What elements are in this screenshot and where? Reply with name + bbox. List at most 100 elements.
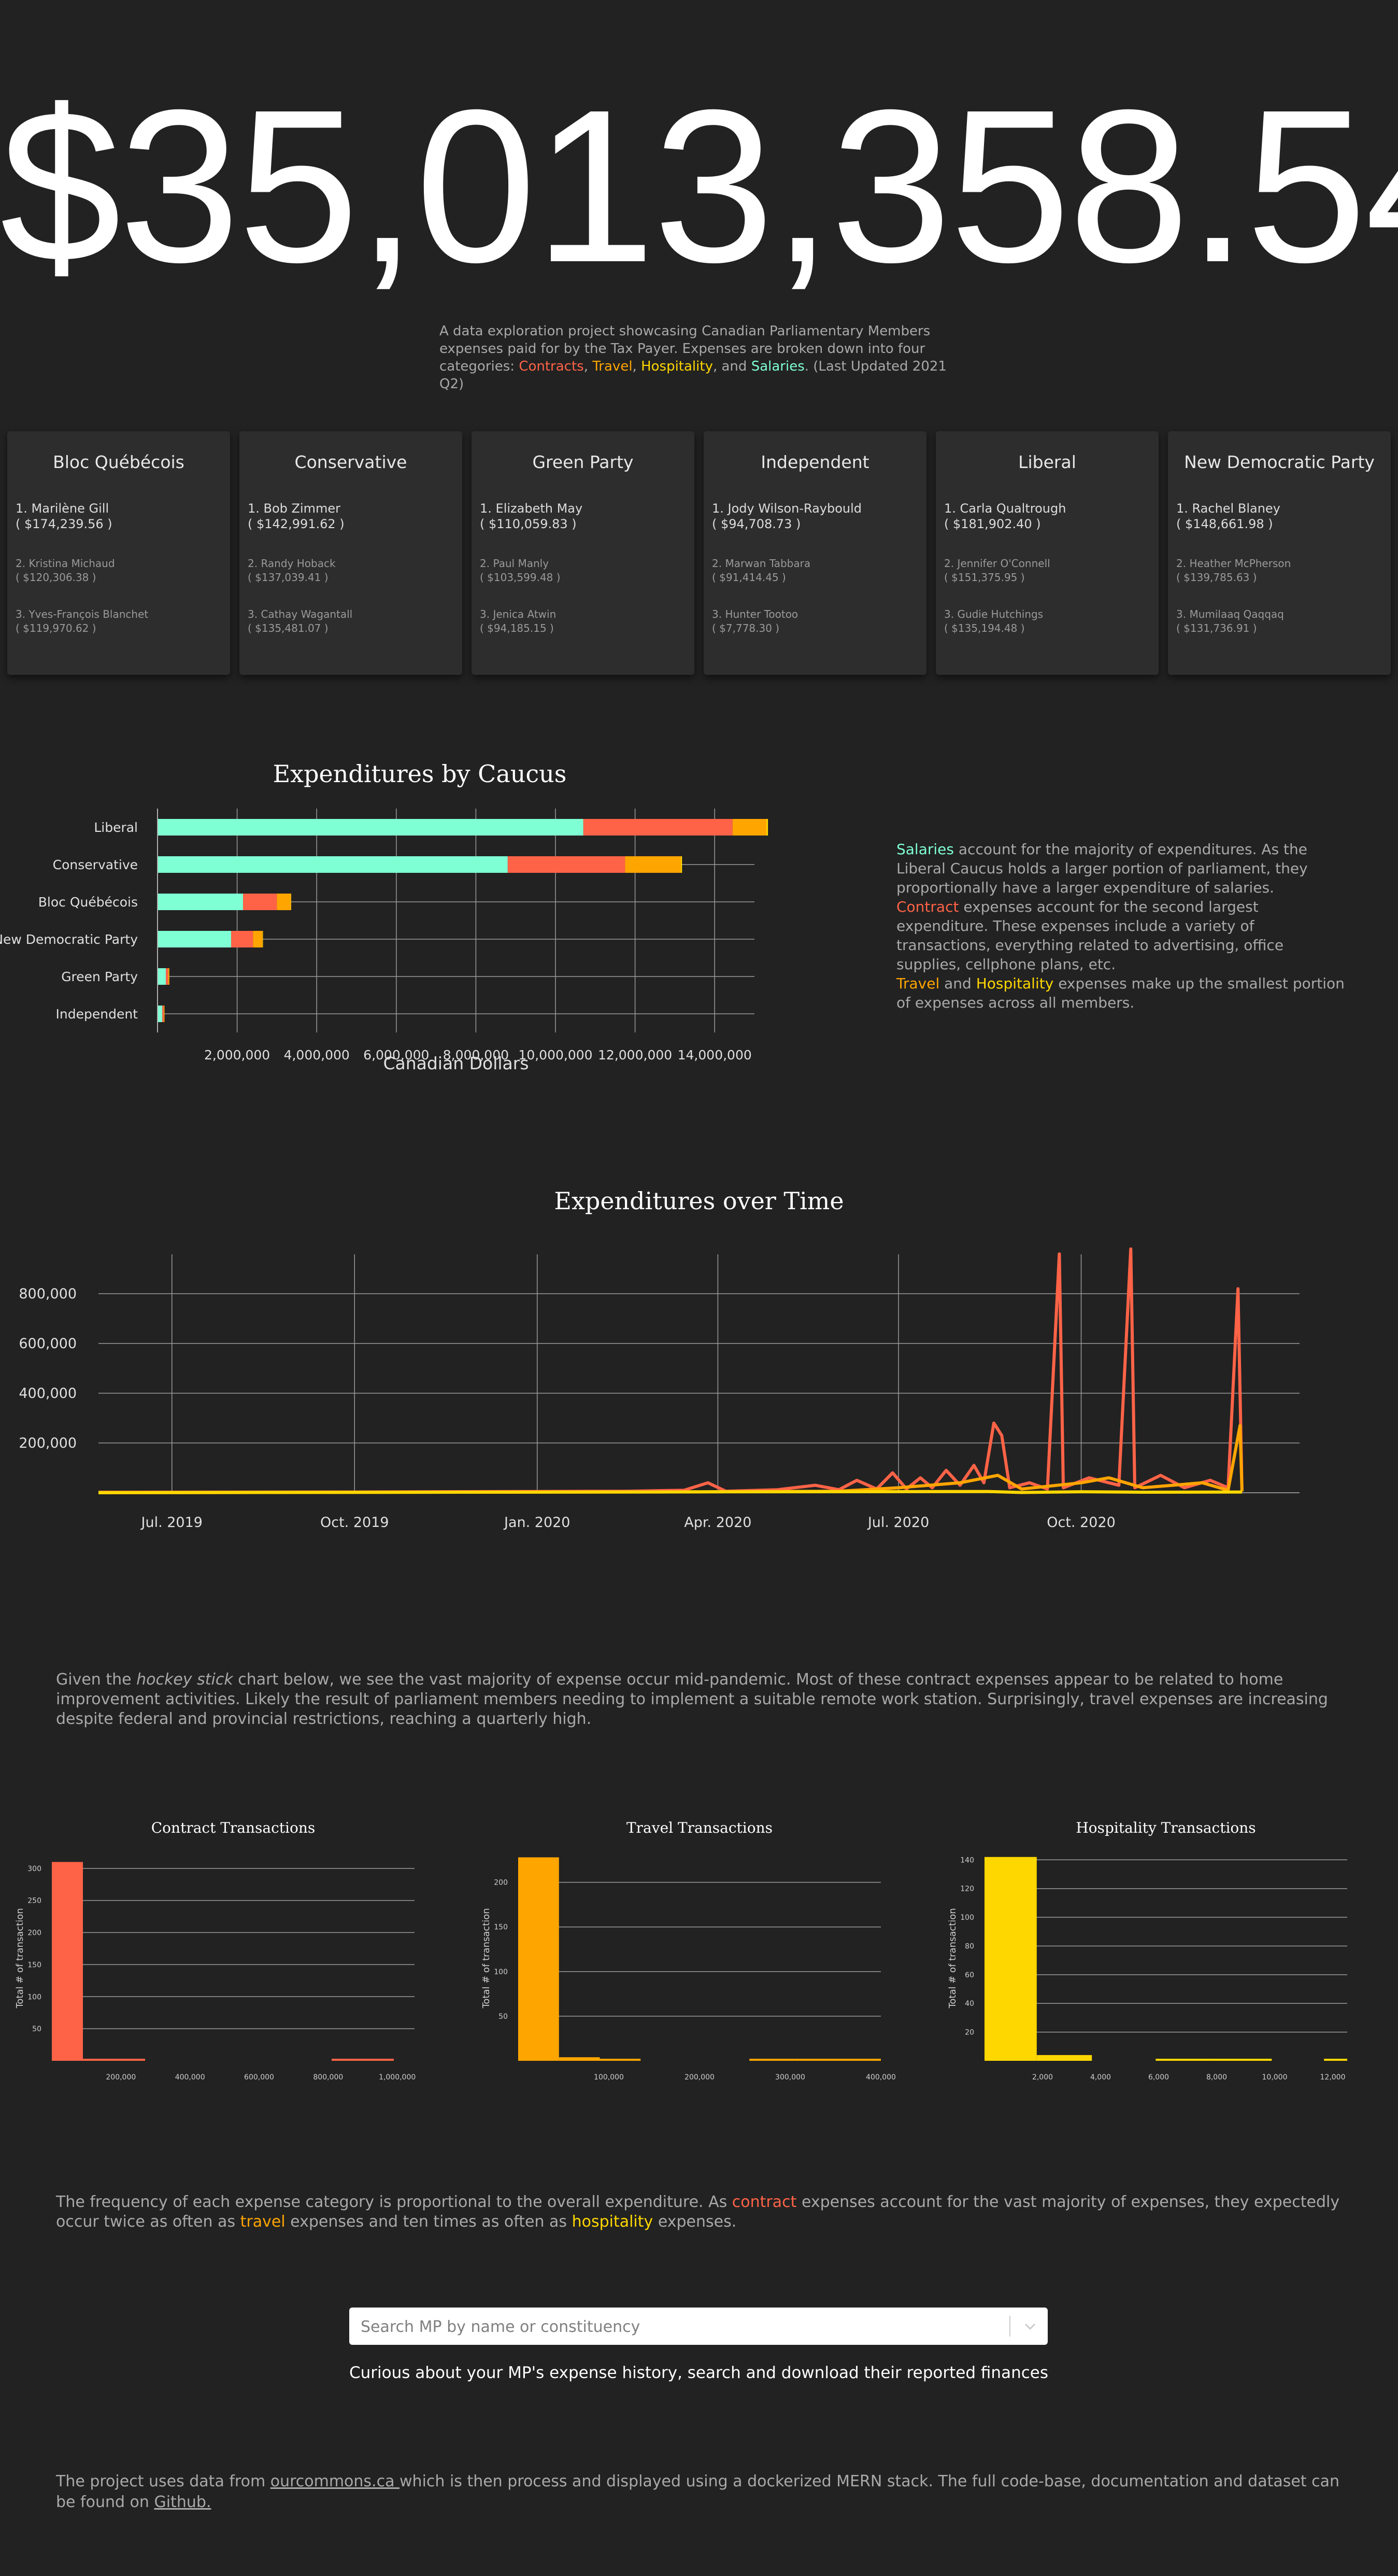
x-tick-label: 400,000 bbox=[175, 2073, 205, 2082]
explanation-text: expenses make up the smallest portion of… bbox=[896, 975, 1345, 1011]
intro-sep: , and bbox=[712, 359, 751, 374]
frequency-paragraph: The frequency of each expense category i… bbox=[56, 2192, 1341, 2232]
x-tick-label: 4,000 bbox=[1090, 2073, 1111, 2082]
histogram-bar bbox=[794, 2059, 836, 2061]
bar-segment-salaries bbox=[158, 1006, 163, 1022]
x-tick-label: 14,000,000 bbox=[678, 1048, 752, 1063]
caucus-card-bloc: Bloc Québécois 1. Marilène Gill( $174,23… bbox=[7, 431, 230, 675]
member-name: 1. Jody Wilson-Raybould bbox=[712, 501, 862, 516]
y-tick-label: 100 bbox=[27, 1993, 41, 2001]
ourcommons-link[interactable]: ourcommons.ca bbox=[270, 2472, 400, 2490]
histogram-bar bbox=[985, 1857, 1037, 2061]
histogram-bar bbox=[52, 1862, 83, 2061]
member-amount: ( $174,239.56 ) bbox=[16, 517, 112, 531]
y-tick-label: 60 bbox=[965, 1971, 974, 1979]
github-link[interactable]: Github. bbox=[154, 2493, 211, 2511]
top-member-1: 1. Elizabeth May( $110,059.83 ) bbox=[480, 501, 582, 532]
caucus-card-title: Liberal bbox=[1018, 452, 1076, 472]
member-amount: ( $7,778.30 ) bbox=[712, 622, 780, 634]
category-label: Conservative bbox=[53, 857, 138, 872]
mp-search-select[interactable] bbox=[349, 2308, 1048, 2346]
time-chart-title: Expenditures over Time bbox=[554, 1187, 844, 1215]
bar-segment-salaries bbox=[158, 856, 508, 873]
histogram-bar bbox=[518, 1857, 559, 2061]
contract-term: contract bbox=[732, 2193, 797, 2211]
member-amount: ( $103,599.48 ) bbox=[480, 571, 561, 584]
top-member-1: 1. Rachel Blaney( $148,661.98 ) bbox=[1176, 501, 1280, 532]
y-tick-label: 800,000 bbox=[19, 1286, 77, 1302]
member-amount: ( $120,306.38 ) bbox=[16, 571, 96, 584]
y-tick-label: 300 bbox=[27, 1865, 41, 1873]
intro-travel: Travel bbox=[592, 359, 633, 374]
travel-term: Travel bbox=[896, 975, 940, 992]
category-label: Bloc Québécois bbox=[38, 895, 138, 910]
footer-part: which is then process and displayed usin… bbox=[56, 2472, 1340, 2511]
category-label: Liberal bbox=[94, 820, 138, 835]
chevron-down-icon[interactable] bbox=[1019, 2313, 1042, 2340]
y-tick-label: 120 bbox=[960, 1885, 974, 1893]
explanation-text: and bbox=[939, 975, 976, 992]
bar-segment-travel bbox=[277, 894, 291, 910]
caucus-card-independent: Independent 1. Jody Wilson-Raybould( $94… bbox=[704, 431, 926, 675]
y-tick-label: 200,000 bbox=[19, 1435, 77, 1451]
member-amount: ( $135,194.48 ) bbox=[944, 622, 1025, 634]
member-name: 1. Carla Qualtrough bbox=[944, 501, 1066, 516]
y-tick-label: 40 bbox=[965, 2000, 974, 2008]
caucus-card-ndp: New Democratic Party 1. Rachel Blaney( $… bbox=[1168, 431, 1391, 675]
caucus-card-title: Green Party bbox=[532, 452, 634, 472]
caucus-cards: Bloc Québécois 1. Marilène Gill( $174,23… bbox=[7, 431, 1391, 675]
x-tick-label: 100,000 bbox=[594, 2073, 624, 2082]
y-tick-label: 600,000 bbox=[19, 1336, 77, 1352]
top-member-1: 1. Jody Wilson-Raybould( $94,708.73 ) bbox=[712, 501, 862, 532]
intro-text: A data exploration project showcasing Ca… bbox=[439, 322, 958, 393]
x-tick-label: 4,000,000 bbox=[284, 1048, 350, 1063]
histogram-bar bbox=[332, 2059, 363, 2061]
member-name: 2. Marwan Tabbara bbox=[712, 557, 811, 570]
x-tick-label: 1,000,000 bbox=[379, 2073, 416, 2082]
member-name: 3. Yves-François Blanchet bbox=[16, 608, 149, 620]
series-line-contract bbox=[98, 1247, 1244, 1494]
caucus-chart-xlabel: Canadian Dollars bbox=[383, 1053, 529, 1073]
y-tick-label: 50 bbox=[32, 2025, 41, 2033]
member-name: 1. Rachel Blaney bbox=[1176, 501, 1280, 516]
y-tick-label: 400,000 bbox=[19, 1385, 77, 1402]
histogram-bar bbox=[749, 2059, 795, 2061]
bar-segment-hospitality bbox=[680, 856, 682, 873]
explanation-text: account for the majority of expenditures… bbox=[896, 841, 1308, 896]
intro-updated: . (Last Updated 2021 Q2) bbox=[439, 359, 947, 392]
search-caption: Curious about your MP's expense history,… bbox=[349, 2363, 1048, 2382]
y-axis-label: Total # of transaction bbox=[481, 1908, 492, 2008]
hospitality-term: Hospitality bbox=[976, 975, 1054, 992]
member-amount: ( $91,414.45 ) bbox=[712, 571, 786, 584]
explanation-text: expenses account for the second largest … bbox=[896, 898, 1284, 973]
category-label: New Democratic Party bbox=[0, 932, 138, 947]
x-tick-label: 200,000 bbox=[684, 2073, 715, 2082]
x-tick-label: 300,000 bbox=[775, 2073, 805, 2082]
x-tick-label: 12,000 bbox=[1320, 2073, 1346, 2082]
histogram-bar bbox=[835, 2059, 881, 2061]
member-amount: ( $142,991.62 ) bbox=[248, 517, 345, 531]
member-amount: ( $94,708.73 ) bbox=[712, 517, 801, 531]
hockey-stick-term: hockey stick bbox=[136, 1671, 233, 1689]
member-amount: ( $148,661.98 ) bbox=[1176, 517, 1273, 531]
histogram-bar bbox=[600, 2059, 641, 2061]
travel-term: travel bbox=[240, 2213, 286, 2231]
bar-segment-contract bbox=[507, 856, 625, 873]
x-tick-label: 400,000 bbox=[866, 2073, 896, 2082]
bar-segment-salaries bbox=[158, 968, 166, 985]
caucus-chart-title: Expenditures by Caucus bbox=[273, 760, 567, 788]
top-member-1: 1. Marilène Gill( $174,239.56 ) bbox=[16, 501, 112, 532]
top-member-1: 1. Carla Qualtrough( $181,902.40 ) bbox=[944, 501, 1066, 532]
intro-sep: , bbox=[632, 359, 641, 374]
top-member-3: 3. Gudie Hutchings ( $135,194.48 ) bbox=[944, 607, 1043, 635]
mp-search-input[interactable] bbox=[349, 2308, 983, 2346]
bar-segment-hospitality bbox=[766, 819, 768, 836]
caucus-card-green: Green Party 1. Elizabeth May( $110,059.8… bbox=[472, 431, 694, 675]
y-tick-label: 80 bbox=[965, 1942, 974, 1950]
intro-sep: , bbox=[583, 359, 593, 374]
bar-segment-contract bbox=[583, 819, 733, 836]
member-amount: ( $139,785.63 ) bbox=[1176, 571, 1257, 584]
member-name: 3. Cathay Wagantall bbox=[248, 608, 353, 620]
x-tick-label: 10,000 bbox=[1262, 2073, 1288, 2082]
intro-hospitality: Hospitality bbox=[641, 359, 713, 374]
